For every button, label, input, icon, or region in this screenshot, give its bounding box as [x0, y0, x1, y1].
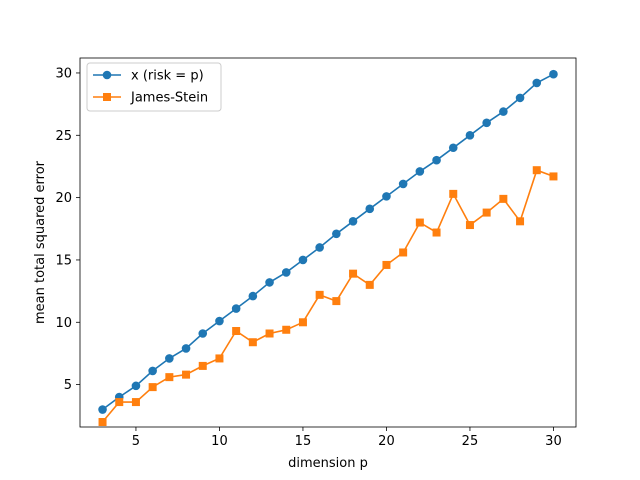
data-point [181, 344, 191, 353]
data-point [549, 172, 558, 181]
data-point [449, 189, 458, 198]
data-point [248, 338, 257, 347]
data-point [516, 217, 525, 226]
x-tick-label: 30 [545, 434, 562, 449]
data-point [215, 354, 224, 363]
data-point [98, 418, 107, 427]
data-point [298, 318, 307, 327]
legend-marker [103, 93, 111, 101]
data-point [165, 354, 174, 363]
data-point [382, 192, 391, 201]
data-point [315, 290, 324, 299]
y-axis-label: mean total squared error [33, 160, 48, 324]
data-point [281, 268, 291, 277]
data-point [198, 329, 208, 338]
data-point [298, 255, 308, 265]
data-point [131, 398, 140, 407]
data-point [398, 179, 408, 189]
legend-item: x (risk = p) [93, 69, 204, 84]
series-1 [98, 69, 558, 414]
y-tick-label: 15 [55, 253, 72, 268]
x-tick-label: 15 [295, 434, 312, 449]
data-point [232, 327, 241, 336]
x-axis-label: dimension p [288, 456, 368, 471]
data-point [382, 260, 391, 269]
x-tick-label: 20 [378, 434, 395, 449]
legend: x (risk = p) James-Stein [86, 62, 222, 112]
data-point [165, 373, 174, 382]
plot-background [80, 58, 576, 427]
data-point [482, 118, 491, 128]
data-point [365, 280, 374, 289]
y-tick-label: 25 [55, 129, 72, 144]
data-point [315, 243, 324, 252]
data-point [182, 370, 191, 379]
x-tick-label: 25 [462, 434, 479, 449]
data-point [515, 93, 525, 103]
legend-label: x (risk = p) [131, 69, 204, 84]
data-point [148, 383, 157, 392]
legend-item: James-Stein [93, 91, 208, 106]
data-point [499, 194, 508, 203]
data-point [332, 229, 341, 239]
data-point [265, 278, 274, 287]
data-point [482, 208, 491, 217]
data-point [432, 155, 441, 165]
y-tick-label: 20 [55, 191, 72, 206]
y-tick-label: 5 [64, 378, 72, 393]
data-point [115, 398, 124, 407]
data-point [215, 316, 224, 326]
y-tick-label: 30 [55, 66, 72, 81]
data-point [248, 291, 258, 301]
data-point [365, 204, 375, 214]
data-point [432, 228, 441, 237]
data-point [549, 69, 558, 79]
data-point [415, 218, 424, 227]
legend-marker [102, 70, 112, 80]
series-layer [98, 69, 558, 427]
x-tick-label: 10 [211, 434, 228, 449]
data-point [148, 366, 157, 376]
data-point [131, 381, 141, 391]
plot-frame [79, 57, 577, 428]
data-point [282, 325, 291, 334]
data-point [448, 143, 458, 153]
data-point [348, 217, 358, 226]
y-tick-label: 10 [55, 316, 72, 331]
legend-label: James-Stein [130, 91, 208, 106]
data-point [532, 166, 541, 175]
data-point [532, 78, 542, 88]
data-point [349, 269, 358, 278]
data-point [465, 221, 474, 230]
series-line [102, 73, 554, 411]
ticks-layer: 5 10 15 20 25 30 5 10 15 20 25 30 [55, 66, 561, 449]
series-line [101, 169, 554, 423]
data-point [198, 361, 207, 370]
data-point [98, 405, 107, 414]
data-point [499, 107, 508, 116]
x-tick-label: 5 [132, 434, 140, 449]
data-point [399, 248, 408, 257]
data-point [231, 304, 241, 313]
data-point [415, 167, 425, 176]
series-2 [98, 166, 558, 427]
data-point [332, 297, 341, 306]
data-point [465, 130, 475, 140]
data-point [265, 329, 274, 338]
